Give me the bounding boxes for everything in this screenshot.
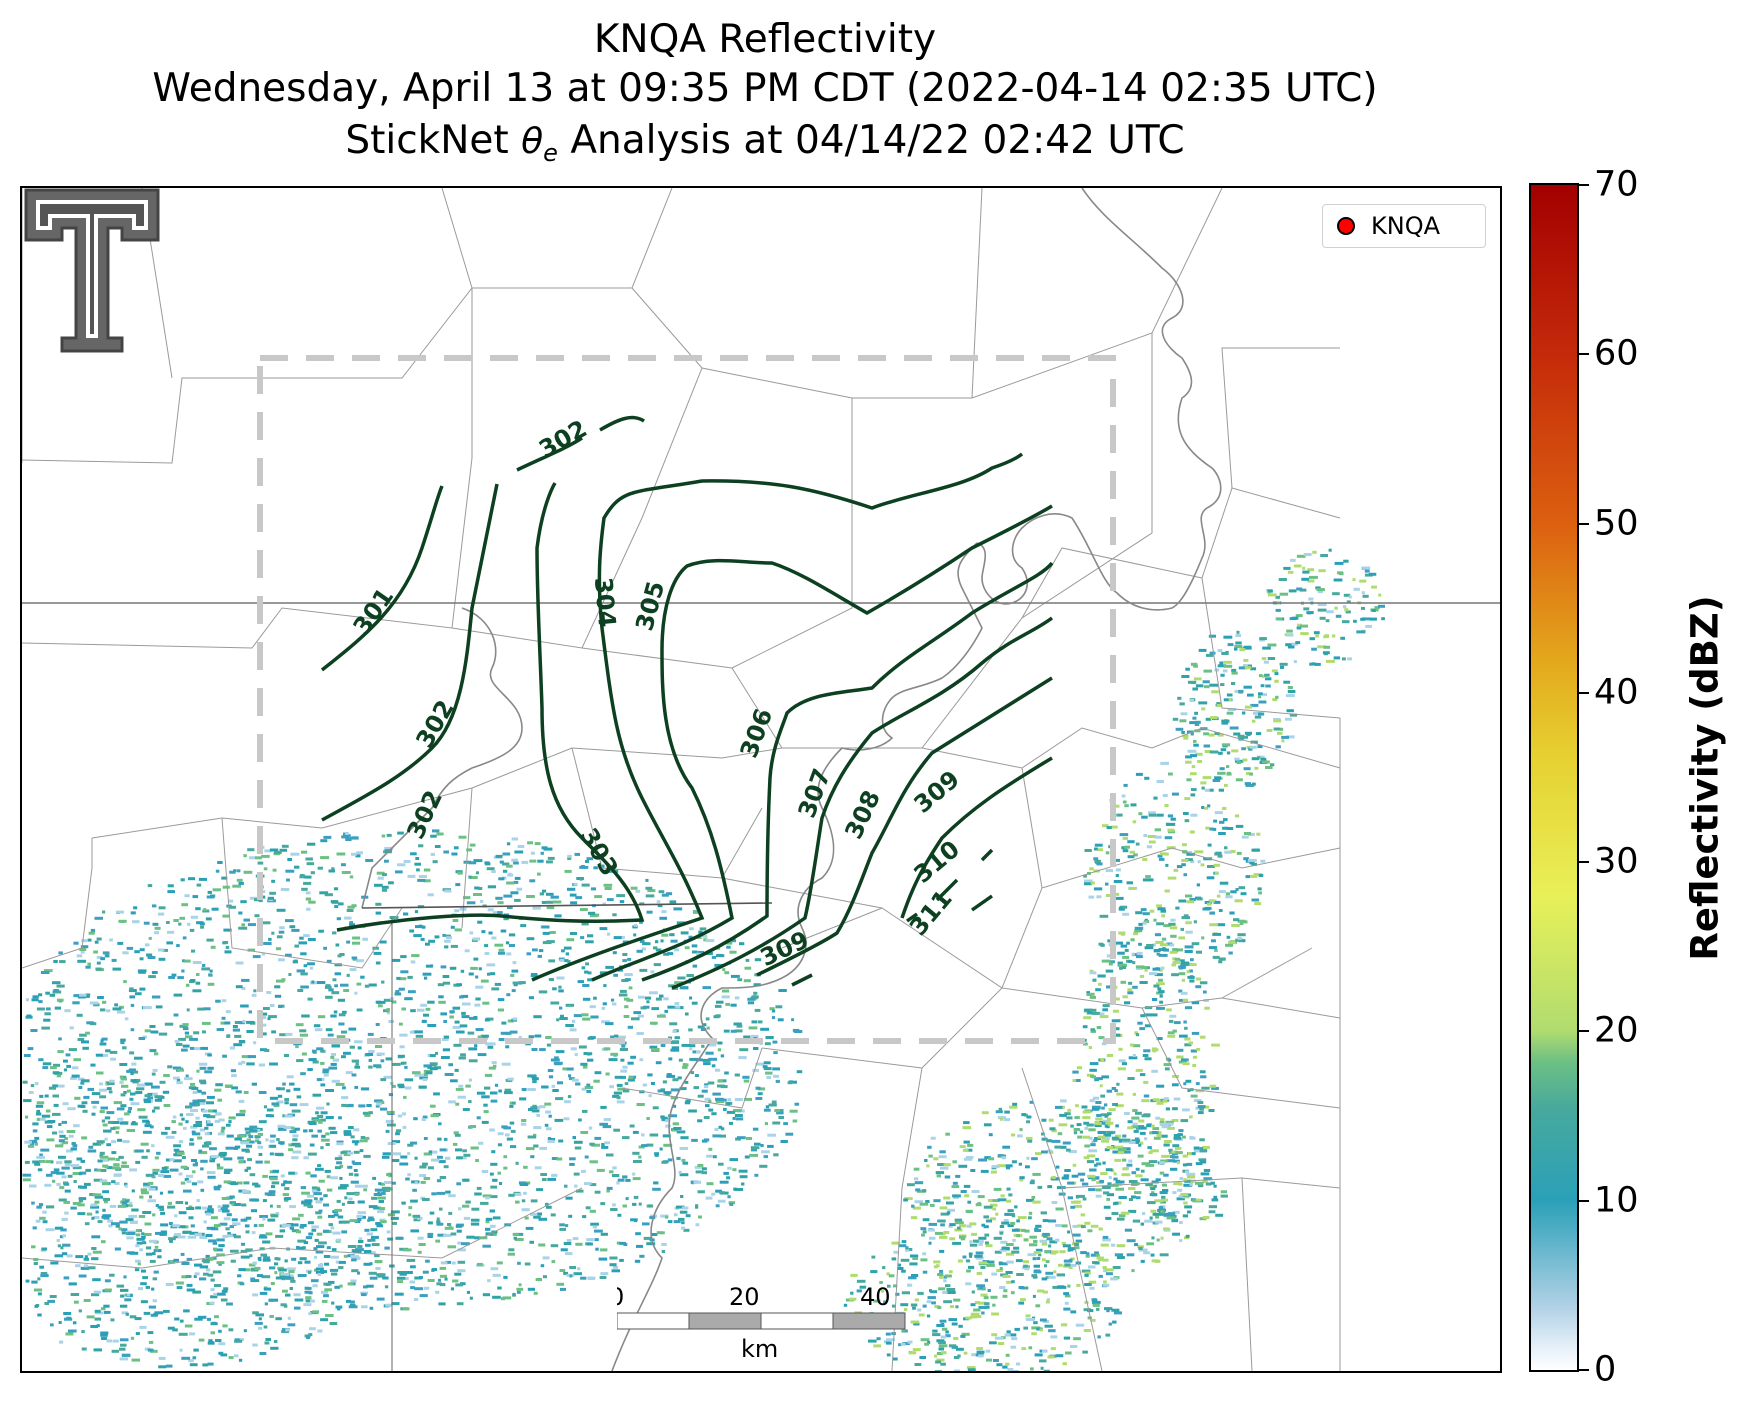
radar-map[interactable]: 301 302 302 302 303 304 305 306 307 308 309 309 310 3… (20, 186, 1502, 1373)
colorbar-tick-mark (1579, 184, 1589, 186)
colorbar-tick-mark (1579, 861, 1589, 864)
double-t-logo-icon (24, 188, 160, 353)
scale-tick-40: 40 (860, 1283, 891, 1311)
colorbar (1529, 183, 1579, 1372)
theta-e-contour-line (321, 483, 499, 822)
colorbar-tick-mark (1579, 1199, 1589, 1202)
scale-tick-0: 0 (617, 1283, 624, 1311)
contour-label: 304 (589, 576, 621, 628)
legend-label: KNQA (1371, 212, 1440, 240)
legend: KNQA (1322, 204, 1486, 248)
contour-label: 302 (410, 695, 459, 752)
colorbar-label: Reflectivity (dBZ) (1683, 595, 1727, 961)
theta-e-contour-line (531, 452, 1024, 982)
scale-tick-20: 20 (729, 1283, 760, 1311)
theta-e-contour-line (905, 848, 994, 923)
colorbar-tick-label: 70 (1594, 164, 1639, 205)
colorbar-tick-label: 30 (1594, 841, 1639, 882)
contour-label: 308 (839, 786, 886, 843)
title-line-2: Wednesday, April 13 at 09:35 PM CDT (202… (152, 66, 1378, 111)
scale-bar: 0 20 40 km (617, 1283, 917, 1363)
colorbar-tick-mark (1579, 353, 1589, 356)
theta-e-contour-line (320, 485, 444, 672)
colorbar-tick-label: 60 (1594, 333, 1639, 374)
theta-e-contour-line (900, 756, 1053, 919)
contour-label: 302 (534, 414, 591, 463)
colorbar-tick-label: 0 (1594, 1349, 1617, 1390)
theta-e-contour-line (791, 973, 813, 987)
theta-e-contour-line (599, 415, 645, 432)
theta-e-contour-line (591, 504, 1053, 982)
title-line-3: StickNet θe Analysis at 04/14/22 02:42 U… (345, 118, 1185, 167)
colorbar-tick-mark (1579, 522, 1589, 525)
colorbar-tick-mark (1579, 691, 1589, 694)
colorbar-tick-label: 20 (1594, 1010, 1639, 1051)
theta-e-contour-line (336, 482, 645, 932)
theta-e-contour-line (671, 616, 1054, 990)
reflectivity-echoes (22, 548, 1385, 1371)
theta-e-contour-line (641, 561, 1054, 982)
colorbar-tick-label: 50 (1594, 503, 1639, 544)
title-line-1: KNQA Reflectivity (593, 17, 937, 62)
colorbar-tick-label: 40 (1594, 672, 1639, 713)
theta-e-contour-line (756, 676, 1053, 977)
county-borders (22, 188, 1341, 1371)
colorbar-tick-label: 10 (1594, 1180, 1639, 1221)
contour-label: 309 (756, 925, 813, 972)
contour-label: 301 (348, 583, 400, 640)
contour-label: 306 (735, 705, 778, 762)
theta-e-contour-line (516, 436, 583, 472)
theta-e-contour-line (970, 894, 994, 912)
radar-site-marker-icon (1337, 217, 1355, 235)
colorbar-tick-mark (1579, 1369, 1589, 1371)
scale-unit: km (741, 1335, 778, 1363)
contour-label: 307 (793, 765, 836, 822)
colorbar-tick-mark (1579, 1030, 1589, 1033)
